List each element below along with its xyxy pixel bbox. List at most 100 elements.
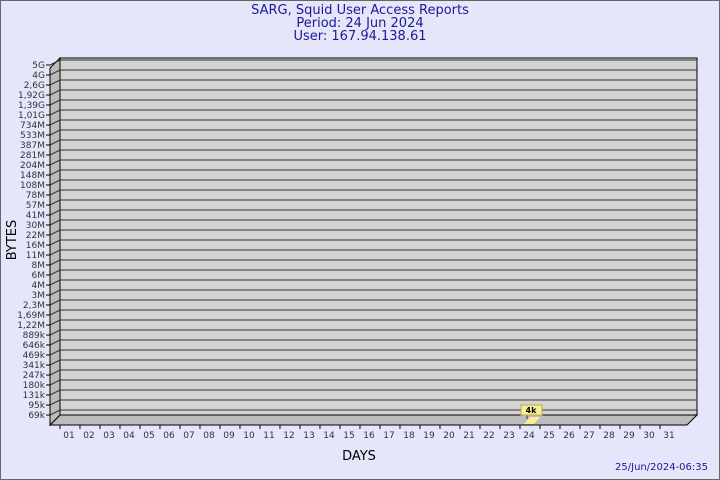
chart-period: Period: 24 Jun 2024 [296, 16, 424, 31]
x-tick-label: 29 [623, 431, 635, 441]
y-tick-label: 1,01G [18, 111, 45, 121]
gridline-side [49, 389, 61, 396]
y-tick-label: 30M [26, 221, 45, 231]
gridline-side [49, 409, 61, 416]
gridline-side [49, 319, 61, 326]
gridline-side [49, 79, 61, 86]
y-tick-label: 533M [20, 131, 45, 141]
y-tick-label: 180k [23, 381, 46, 391]
x-tick-label: 16 [363, 431, 375, 441]
x-tick-label: 27 [583, 431, 594, 441]
y-tick-label: 341k [23, 361, 46, 371]
gridline-side [49, 349, 61, 356]
gridline-side [49, 359, 61, 366]
x-tick-label: 22 [483, 431, 494, 441]
gridline-side [49, 269, 61, 276]
plot-floor [48, 414, 699, 426]
x-tick-label: 28 [603, 431, 615, 441]
gridline-side [49, 69, 61, 76]
x-tick-label: 10 [243, 431, 255, 441]
x-tick-label: 23 [503, 431, 514, 441]
x-axis-label: DAYS [342, 449, 376, 464]
data-label: 4k [526, 406, 538, 415]
x-tick-label: 06 [163, 431, 175, 441]
gridline-side [49, 189, 61, 196]
y-tick-label: 1,92G [18, 91, 45, 101]
x-tick-label: 17 [383, 431, 394, 441]
x-tick-label: 04 [123, 431, 135, 441]
gridline-side [49, 119, 61, 126]
y-tick-label: 131k [23, 391, 46, 401]
y-tick-label: 889k [23, 331, 46, 341]
y-tick-label: 78M [26, 191, 45, 201]
x-tick-label: 11 [263, 431, 274, 441]
y-tick-label: 8M [32, 261, 46, 271]
data-label-box [520, 404, 543, 416]
gridline-side [49, 239, 61, 246]
y-tick-label: 16M [26, 241, 45, 251]
y-tick-label: 108M [20, 181, 45, 191]
gridline-side [49, 289, 61, 296]
gridline-side [49, 379, 61, 386]
plot-back-wall [59, 57, 698, 416]
x-tick-label: 07 [183, 431, 194, 441]
y-tick-label: 4G [32, 71, 45, 81]
y-tick-label: 57M [26, 201, 45, 211]
y-tick-label: 387M [20, 141, 45, 151]
y-tick-label: 41M [26, 211, 45, 221]
gridline-side [49, 99, 61, 106]
y-tick-label: 148M [20, 171, 45, 181]
x-tick-label: 03 [103, 431, 114, 441]
y-tick-label: 2,3M [23, 301, 45, 311]
timestamp: 25/Jun/2024-06:35 [615, 462, 708, 473]
chart-user: User: 167.94.138.61 [293, 29, 427, 44]
gridline-side [49, 89, 61, 96]
x-tick-label: 13 [303, 431, 314, 441]
x-tick-label: 15 [343, 431, 354, 441]
y-tick-label: 1,39G [18, 101, 45, 111]
x-tick-label: 09 [223, 431, 235, 441]
y-tick-label: 69k [28, 411, 45, 421]
y-tick-label: 204M [20, 161, 45, 171]
x-tick-label: 26 [563, 431, 575, 441]
x-tick-label: 12 [283, 431, 294, 441]
gridline-side [49, 329, 61, 336]
y-tick-label: 4M [32, 281, 46, 291]
x-tick-label: 31 [663, 431, 674, 441]
y-axis-label: BYTES [5, 220, 20, 261]
gridline-side [49, 299, 61, 306]
gridline-side [49, 339, 61, 346]
gridline-side [49, 219, 61, 226]
y-tick-label: 22M [26, 231, 45, 241]
gridline-side [49, 109, 61, 116]
y-tick-label: 247k [23, 371, 46, 381]
gridline-side [49, 279, 61, 286]
y-tick-label: 469k [23, 351, 46, 361]
y-tick-label: 3M [32, 291, 46, 301]
x-tick-label: 25 [543, 431, 554, 441]
y-tick-label: 281M [20, 151, 45, 161]
y-tick-label: 1,69M [17, 311, 45, 321]
gridline-side [49, 129, 61, 136]
gridline-side [49, 259, 61, 266]
x-tick-label: 14 [323, 431, 335, 441]
bar-day-24 [524, 417, 540, 424]
x-tick-label: 20 [443, 431, 455, 441]
gridline-side [49, 139, 61, 146]
gridline-side [49, 309, 61, 316]
gridline-side [49, 229, 61, 236]
x-tick-label: 08 [203, 431, 215, 441]
x-tick-label: 02 [83, 431, 94, 441]
y-tick-label: 95k [28, 401, 45, 411]
y-tick-label: 2,6G [24, 81, 45, 91]
x-tick-label: 24 [523, 431, 535, 441]
chart-title: SARG, Squid User Access Reports [251, 3, 469, 18]
x-tick-label: 30 [643, 431, 655, 441]
gridline-side [49, 179, 61, 186]
y-tick-label: 5G [32, 61, 45, 71]
gridline-side [49, 159, 61, 166]
y-tick-label: 646k [23, 341, 46, 351]
gridline-side [49, 199, 61, 206]
gridline-side [49, 249, 61, 256]
